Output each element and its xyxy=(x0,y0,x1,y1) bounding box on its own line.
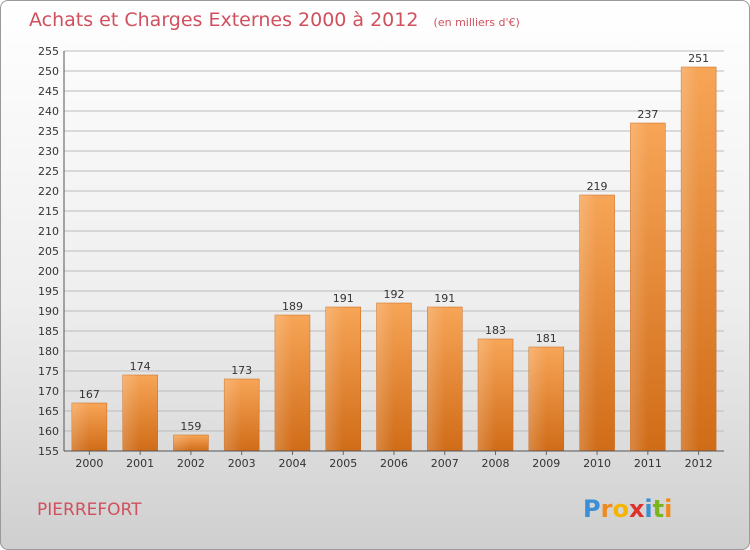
y-tick-label: 205 xyxy=(38,245,59,258)
value-label: 191 xyxy=(333,292,354,305)
y-tick-label: 160 xyxy=(38,425,59,438)
x-tick-label: 2006 xyxy=(380,457,408,470)
value-label: 181 xyxy=(536,332,557,345)
y-tick-label: 200 xyxy=(38,265,59,278)
bar-highlight xyxy=(325,307,344,451)
value-label: 173 xyxy=(231,364,252,377)
y-tick-label: 235 xyxy=(38,125,59,138)
bar-highlight xyxy=(630,123,648,451)
logo-letter: o xyxy=(612,495,629,523)
bar-highlight xyxy=(173,435,191,451)
x-tick-label: 2002 xyxy=(177,457,205,470)
y-tick-label: 250 xyxy=(38,65,59,78)
y-tick-label: 185 xyxy=(38,325,59,338)
logo-letter: x xyxy=(629,495,645,523)
x-tick-label: 2010 xyxy=(583,457,611,470)
x-tick-label: 2012 xyxy=(685,457,713,470)
logo-letter: r xyxy=(601,495,613,523)
bar-highlight xyxy=(224,379,242,451)
value-label: 251 xyxy=(688,52,709,65)
x-tick-label: 2003 xyxy=(228,457,256,470)
value-label: 191 xyxy=(434,292,455,305)
y-tick-label: 190 xyxy=(38,305,59,318)
value-label: 189 xyxy=(282,300,303,313)
chart-title: Achats et Charges Externes 2000 à 2012 (… xyxy=(29,9,520,31)
y-tick-label: 240 xyxy=(38,105,59,118)
y-tick-label: 175 xyxy=(38,365,59,378)
bar-highlight xyxy=(478,339,496,451)
chart-title-main: Achats et Charges Externes 2000 à 2012 xyxy=(29,9,418,31)
bar-highlight xyxy=(274,315,293,451)
x-tick-label: 2005 xyxy=(329,457,357,470)
value-label: 174 xyxy=(130,360,151,373)
value-label: 183 xyxy=(485,324,506,337)
chart-title-unit: (en milliers d'€) xyxy=(434,16,520,29)
x-tick-label: 2009 xyxy=(532,457,560,470)
logo-letter: i xyxy=(644,495,652,523)
y-tick-label: 155 xyxy=(38,445,59,458)
value-label: 192 xyxy=(384,288,405,301)
y-tick-label: 230 xyxy=(38,145,59,158)
bar-highlight xyxy=(71,403,90,451)
y-tick-label: 180 xyxy=(38,345,59,358)
y-tick-label: 245 xyxy=(38,85,59,98)
bar-highlight xyxy=(122,375,141,451)
value-label: 237 xyxy=(637,108,658,121)
logo-letter: t xyxy=(653,495,664,523)
bar-highlight xyxy=(528,347,547,451)
x-tick-label: 2001 xyxy=(126,457,154,470)
y-tick-label: 210 xyxy=(38,225,59,238)
x-tick-label: 2004 xyxy=(278,457,306,470)
location-label: PIERREFORT xyxy=(37,500,142,520)
logo-letter: P xyxy=(583,495,601,523)
x-axis-ticks: 2000 2001 2002 2003 2004 2005 2006 2007 2008 2009… xyxy=(75,451,713,470)
y-tick-label: 225 xyxy=(38,165,59,178)
bar-highlight xyxy=(376,303,394,451)
value-label: 167 xyxy=(79,388,100,401)
y-tick-label: 170 xyxy=(38,385,59,398)
y-tick-label: 195 xyxy=(38,285,59,298)
logo-letter: i xyxy=(664,495,672,523)
y-tick-label: 215 xyxy=(38,205,59,218)
value-label: 159 xyxy=(180,420,201,433)
bar-highlight xyxy=(579,195,598,451)
y-axis-ticks: 155 160 165 170 175 180 185 190 195 200 205 210 215 2… xyxy=(38,45,59,458)
value-label: 219 xyxy=(587,180,608,193)
x-tick-label: 2008 xyxy=(482,457,510,470)
bar-highlight xyxy=(427,307,445,451)
x-tick-label: 2011 xyxy=(634,457,662,470)
x-tick-label: 2000 xyxy=(75,457,103,470)
bars xyxy=(71,66,717,452)
y-tick-label: 220 xyxy=(38,185,59,198)
x-tick-label: 2007 xyxy=(431,457,459,470)
bar-highlight xyxy=(681,67,699,451)
proxiti-logo: Proxiti xyxy=(583,495,672,523)
y-tick-label: 255 xyxy=(38,45,59,58)
value-labels: 167 174 159 173 189 191 192 191 183 181 219 237 251 xyxy=(79,52,709,433)
y-tick-label: 165 xyxy=(38,405,59,418)
